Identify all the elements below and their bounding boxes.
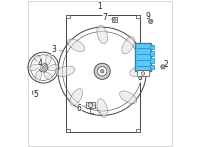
Circle shape	[141, 72, 145, 75]
FancyBboxPatch shape	[150, 65, 154, 69]
Ellipse shape	[70, 89, 83, 106]
Ellipse shape	[28, 64, 39, 71]
Text: 3: 3	[51, 45, 56, 55]
Ellipse shape	[56, 66, 75, 77]
Bar	[136, 129, 140, 132]
Polygon shape	[148, 19, 153, 23]
Bar	[86, 102, 95, 108]
FancyBboxPatch shape	[150, 58, 154, 63]
Circle shape	[100, 70, 104, 73]
Text: 5: 5	[34, 90, 38, 99]
Circle shape	[94, 63, 110, 79]
Text: 9: 9	[145, 12, 150, 21]
Circle shape	[32, 90, 37, 95]
FancyBboxPatch shape	[150, 45, 154, 49]
Text: 1: 1	[97, 2, 102, 11]
Ellipse shape	[130, 66, 148, 77]
Circle shape	[98, 67, 107, 76]
Circle shape	[113, 18, 116, 21]
Text: 6: 6	[77, 103, 82, 113]
Bar	[66, 15, 140, 132]
Bar	[66, 15, 70, 18]
Ellipse shape	[36, 71, 41, 82]
Circle shape	[41, 65, 46, 70]
Text: 2: 2	[163, 60, 168, 69]
Bar	[112, 17, 117, 22]
Ellipse shape	[97, 99, 107, 117]
Ellipse shape	[97, 25, 107, 44]
Ellipse shape	[44, 72, 53, 80]
FancyBboxPatch shape	[135, 43, 151, 71]
Ellipse shape	[122, 37, 135, 54]
FancyBboxPatch shape	[150, 51, 154, 56]
Circle shape	[42, 66, 45, 69]
Polygon shape	[161, 65, 165, 69]
Ellipse shape	[34, 55, 43, 63]
Ellipse shape	[68, 39, 85, 52]
Circle shape	[162, 66, 164, 68]
Bar	[137, 70, 149, 76]
Text: 8: 8	[137, 73, 142, 82]
Bar	[66, 129, 70, 132]
Circle shape	[33, 91, 36, 94]
Circle shape	[150, 20, 152, 22]
Ellipse shape	[45, 54, 51, 65]
Text: 4: 4	[38, 59, 43, 69]
Bar	[136, 15, 140, 18]
Text: 7: 7	[103, 13, 108, 22]
Circle shape	[88, 103, 93, 107]
Circle shape	[39, 63, 48, 72]
Ellipse shape	[48, 64, 59, 71]
Ellipse shape	[120, 91, 137, 104]
